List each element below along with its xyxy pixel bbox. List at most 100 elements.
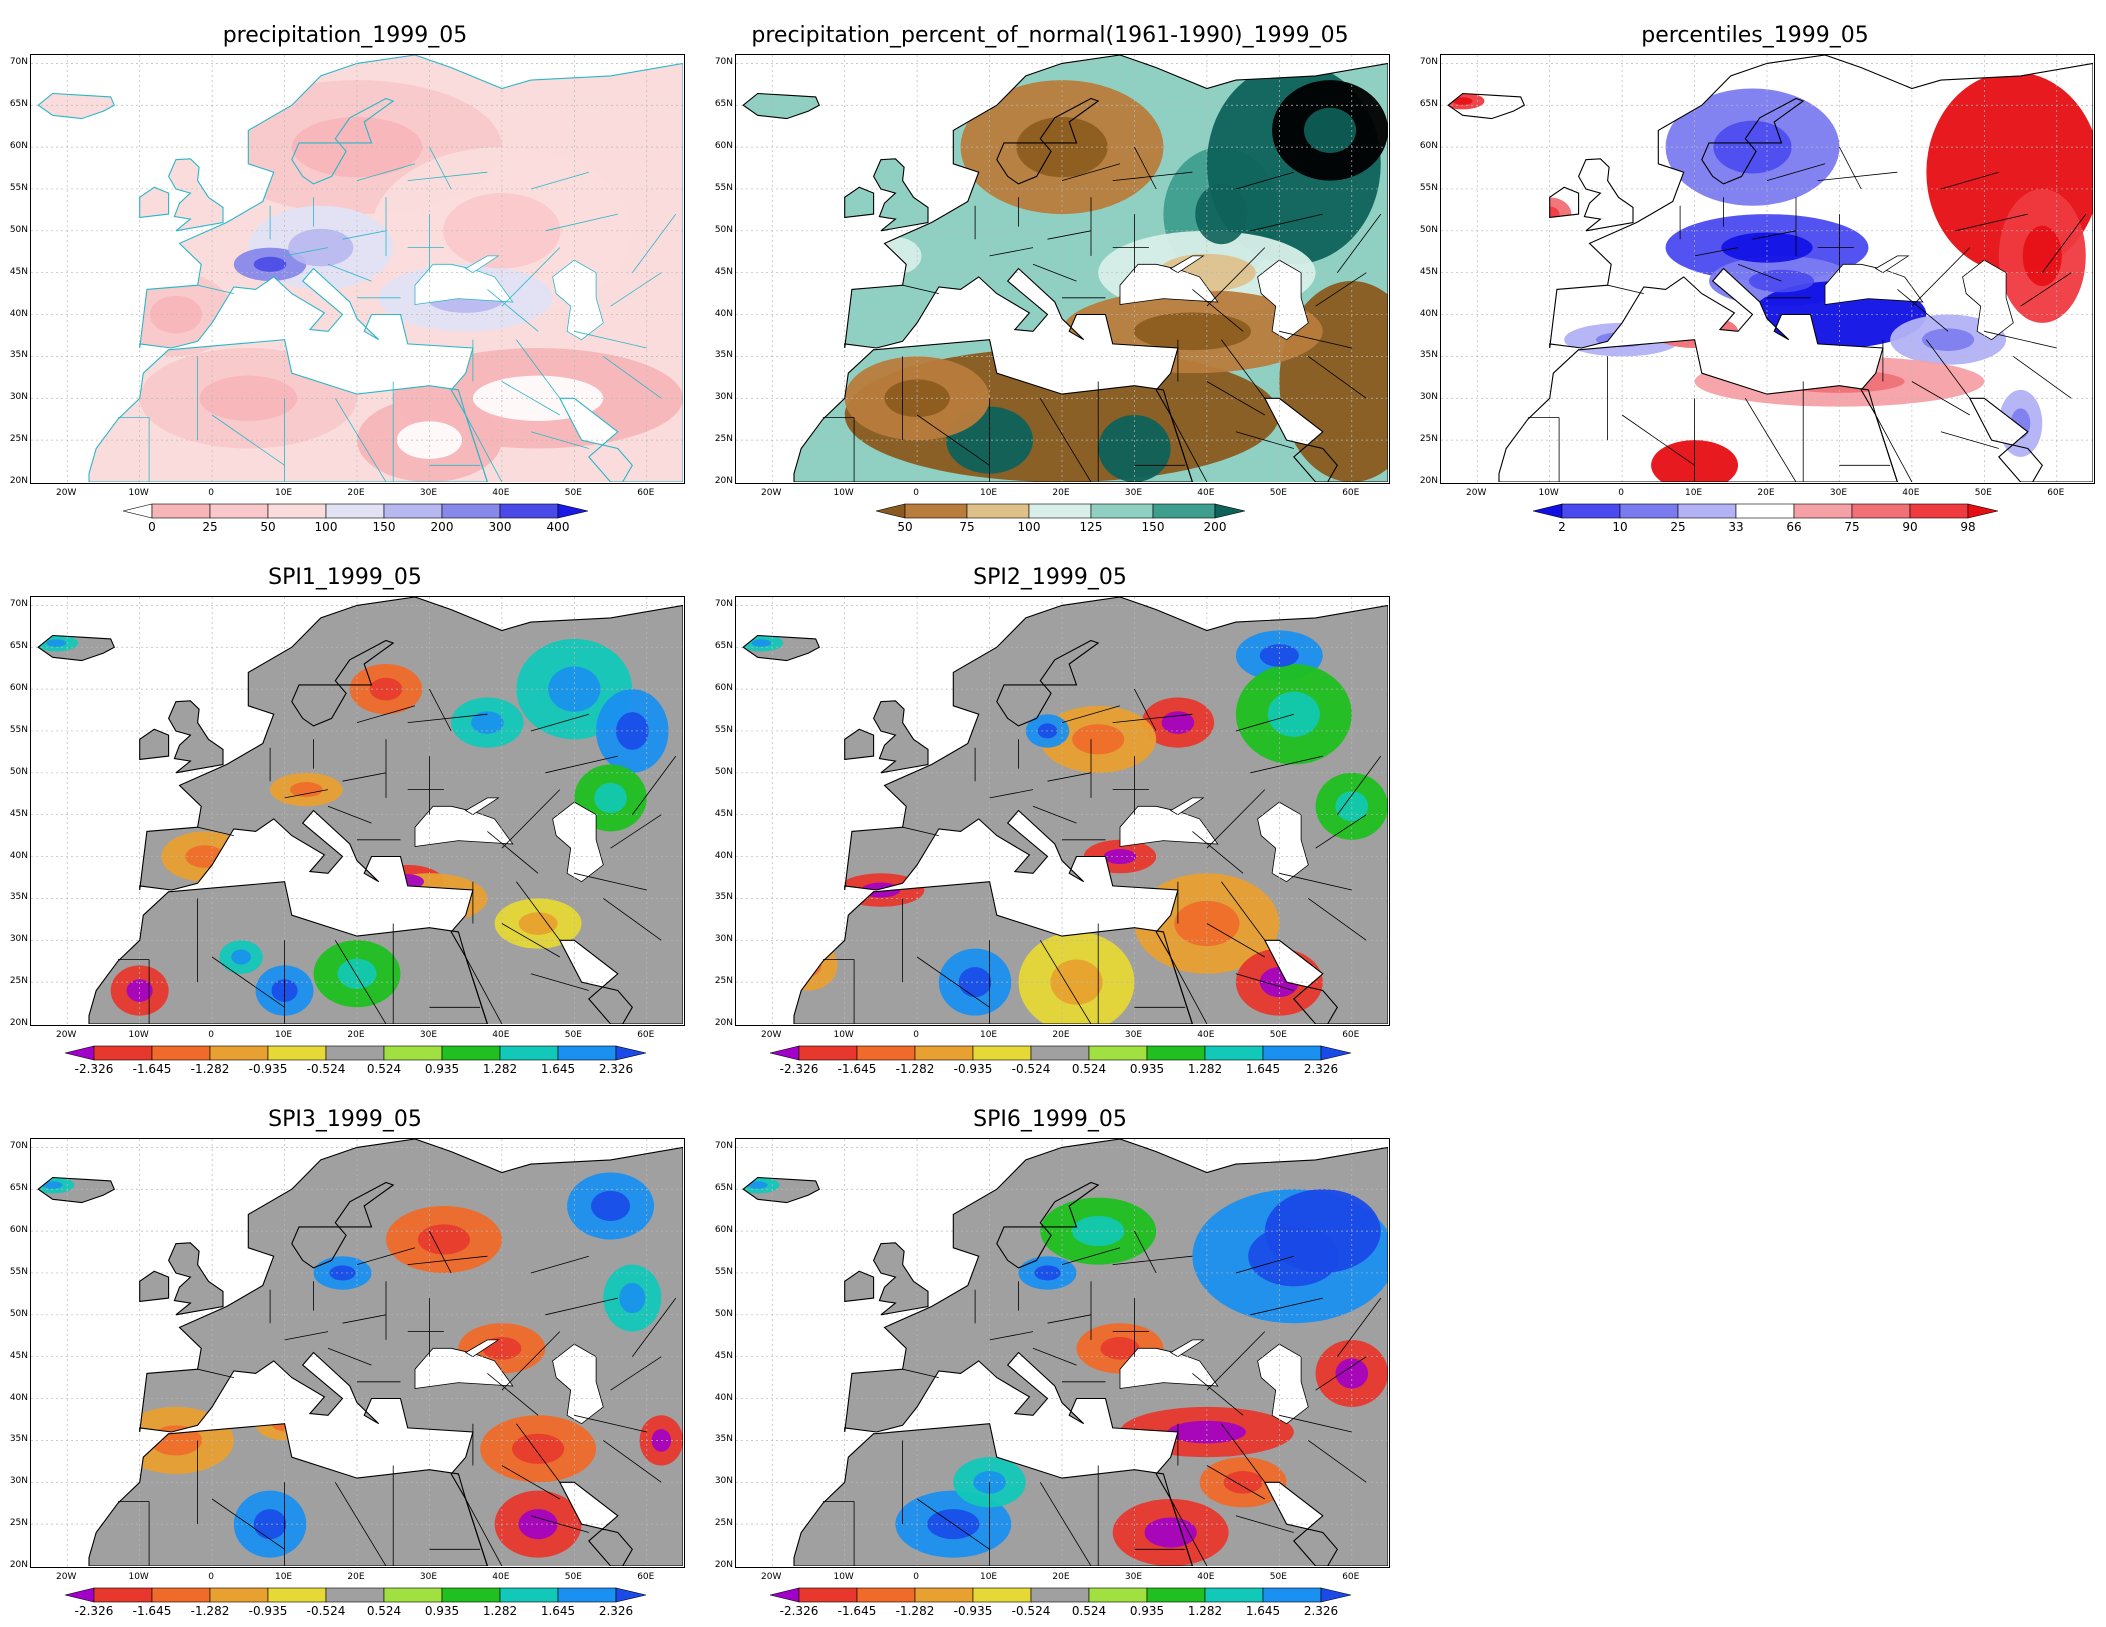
lon-tick-label: 10E — [274, 1030, 293, 1040]
lat-tick-label: 25N — [714, 1518, 733, 1529]
panel-spi2: SPI2_1999_05 70N 65N 60N 55N 50N 45N 40N 35N 30N 2… — [705, 562, 1395, 1082]
lat-tick-label: 20N — [9, 1560, 28, 1570]
lat-tick-label: 30N — [1419, 392, 1438, 403]
gridlines — [1441, 55, 2093, 482]
panel-title: SPI3_1999_05 — [268, 1107, 422, 1132]
lat-tick-label: 35N — [714, 892, 733, 903]
lon-tick-label: 20E — [347, 488, 365, 498]
lon-tick-label: 10W — [128, 488, 149, 498]
map-canvas — [31, 1139, 683, 1566]
map-canvas — [736, 1139, 1388, 1566]
lon-tick-label: 0 — [913, 1572, 919, 1582]
lon-tick-label: 0 — [1618, 488, 1624, 498]
lon-tick-label: 30E — [1124, 1030, 1143, 1040]
colorbar: -2.326 -1.645 -1.282 -0.935 -0.524 0.524 0.935… — [64, 1045, 648, 1085]
country-borders — [822, 146, 1382, 482]
colorbar-label: 2 — [1558, 520, 1566, 534]
colorbar-label: -1.282 — [895, 1604, 935, 1618]
lon-tick-label: 20W — [56, 1030, 77, 1040]
colorbar-label: 1.282 — [1187, 1062, 1223, 1076]
lat-tick-label: 40N — [9, 308, 28, 319]
map-frame — [735, 596, 1390, 1026]
colorbar-swatches — [122, 503, 589, 519]
lon-tick-label: 20E — [1052, 1030, 1070, 1040]
lon-tick-label: 10E — [274, 1572, 293, 1582]
colorbar-label: -2.326 — [74, 1604, 114, 1618]
lat-tick-label: 55N — [714, 182, 733, 193]
lon-tick-label: 10E — [979, 488, 998, 498]
lon-tick-label: 20W — [761, 1572, 782, 1582]
colorbar-label: 150 — [1141, 520, 1165, 534]
colorbar-label: -0.935 — [248, 1604, 288, 1618]
colorbar-label: 200 — [1203, 520, 1227, 534]
panel-title: precipitation_1999_05 — [222, 23, 468, 48]
lat-tick-label: 45N — [1419, 266, 1438, 277]
gridlines — [736, 55, 1388, 482]
lat-tick-label: 60N — [9, 683, 28, 694]
colorbar-label: 2.326 — [1303, 1604, 1339, 1618]
colorbar-label: 1.645 — [1245, 1604, 1281, 1618]
map-frame — [735, 54, 1390, 484]
lat-tick-label: 50N — [9, 1308, 28, 1319]
lat-tick-label: 25N — [714, 434, 733, 445]
lat-tick-label: 55N — [1419, 182, 1438, 193]
lon-tick-label: 20W — [1466, 488, 1487, 498]
lon-tick-label: 60E — [1342, 1572, 1360, 1582]
colorbar-swatches — [64, 1045, 647, 1061]
colorbar-label: 150 — [372, 520, 396, 534]
country-borders — [1527, 146, 2087, 482]
lat-tick-label: 20N — [714, 476, 733, 486]
lon-tick-label: 60E — [1342, 488, 1360, 498]
lat-tick-label: 35N — [714, 1434, 733, 1445]
lon-tick-label: 40E — [1902, 488, 1920, 498]
lon-tick-label: 0 — [208, 1572, 214, 1582]
lon-tick-label: 20E — [1052, 488, 1070, 498]
lat-tick-label: 55N — [9, 182, 28, 193]
lat-tick-label: 35N — [1419, 350, 1438, 361]
lat-tick-label: 70N — [9, 1141, 28, 1152]
coastlines — [1447, 55, 2093, 482]
lon-tick-label: 10W — [833, 1572, 854, 1582]
colorbar-label: 50 — [260, 520, 276, 534]
country-borders — [117, 688, 677, 1024]
colorbar-label: 400 — [546, 520, 570, 534]
lat-tick-label: 60N — [714, 141, 733, 152]
lon-tick-label: 60E — [637, 488, 655, 498]
lon-tick-label: 50E — [1974, 488, 1992, 498]
lat-tick-label: 65N — [9, 1183, 28, 1194]
lat-tick-label: 30N — [714, 392, 733, 403]
colorbar-label: 33 — [1728, 520, 1744, 534]
colorbar-label: 98 — [1960, 520, 1976, 534]
lon-tick-label: 10E — [979, 1572, 998, 1582]
map-canvas — [31, 597, 683, 1024]
colorbar-label: -2.326 — [779, 1062, 819, 1076]
lat-tick-label: 40N — [1419, 308, 1438, 319]
colorbar-label: 1.282 — [1187, 1604, 1223, 1618]
country-borders — [117, 146, 677, 482]
colorbar-label: -1.645 — [132, 1604, 172, 1618]
map-canvas — [736, 597, 1388, 1024]
colorbar-label: 200 — [430, 520, 454, 534]
colorbar-label: 0.524 — [366, 1604, 402, 1618]
panel-title: SPI6_1999_05 — [973, 1107, 1127, 1132]
lon-tick-label: 30E — [419, 488, 438, 498]
colorbar: 2 10 25 33 66 75 90 98 — [1532, 503, 2000, 543]
lat-tick-label: 35N — [714, 350, 733, 361]
colorbar-label: -2.326 — [779, 1604, 819, 1618]
lon-tick-label: 20W — [56, 1572, 77, 1582]
lat-tick-label: 60N — [9, 141, 28, 152]
lat-tick-label: 60N — [1419, 141, 1438, 152]
lat-tick-label: 45N — [9, 266, 28, 277]
coastlines — [742, 1139, 1388, 1566]
lat-tick-label: 30N — [714, 934, 733, 945]
lon-tick-label: 40E — [1197, 1030, 1215, 1040]
lat-tick-label: 35N — [9, 1434, 28, 1445]
lat-tick-label: 60N — [9, 1225, 28, 1236]
lon-tick-label: 40E — [1197, 1572, 1215, 1582]
colorbar-label: -1.282 — [190, 1604, 230, 1618]
lat-tick-label: 70N — [9, 599, 28, 610]
lon-tick-label: 10E — [274, 488, 293, 498]
colorbar-label: -0.524 — [306, 1062, 346, 1076]
lat-tick-label: 25N — [714, 976, 733, 987]
panel-spi6: SPI6_1999_05 70N 65N 60N 55N 50N 45N 40N 35N 30N 2… — [705, 1104, 1395, 1624]
